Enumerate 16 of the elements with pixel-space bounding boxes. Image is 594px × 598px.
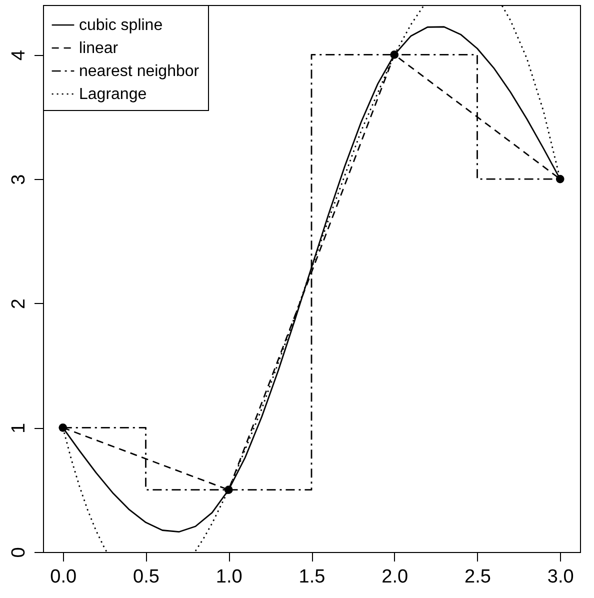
y-tick-label: 0 — [8, 547, 30, 558]
y-tick-label: 4 — [8, 50, 30, 61]
y-tick-label: 3 — [8, 174, 30, 185]
legend-label: cubic spline — [79, 17, 163, 34]
legend-label: linear — [79, 40, 119, 57]
y-tick-label: 1 — [8, 422, 30, 434]
x-tick-label: 2.5 — [464, 566, 491, 588]
legend-label: nearest neighbor — [79, 63, 200, 80]
x-tick-label: 3.0 — [547, 566, 574, 588]
x-tick-label: 0.5 — [133, 566, 160, 588]
x-tick-label: 0.0 — [50, 566, 77, 588]
x-tick-label: 2.0 — [382, 566, 408, 588]
y-tick-label: 2 — [8, 298, 30, 310]
x-tick-label: 1.5 — [298, 566, 326, 588]
legend-label: Lagrange — [79, 86, 147, 103]
x-tick-label: 1.0 — [216, 566, 242, 588]
